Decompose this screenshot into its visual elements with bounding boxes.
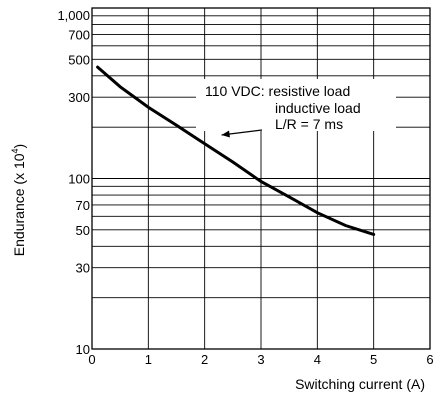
y-tick-label: 30	[76, 261, 90, 276]
x-tick-label: 3	[257, 352, 264, 367]
x-tick-label: 1	[145, 352, 152, 367]
y-axis-label-main: Endurance (x 10	[11, 153, 27, 256]
x-tick-label: 6	[426, 352, 433, 367]
y-tick-labels: 10 30 50 70 100 300 500 700 1,000	[57, 8, 90, 357]
x-tick-labels: 0 1 2 3 4 5 6	[88, 352, 433, 367]
y-axis-label-close: )	[11, 144, 27, 149]
annotation-arrowhead	[221, 130, 230, 138]
y-tick-label: 500	[68, 52, 90, 67]
y-axis-label-exponent: 4	[10, 148, 20, 153]
y-tick-label: 100	[68, 172, 90, 187]
x-tick-label: 4	[314, 352, 321, 367]
x-axis-label: Switching current (A)	[295, 376, 425, 392]
x-tick-label: 2	[201, 352, 208, 367]
y-axis-label: Endurance (x 104)	[10, 144, 27, 256]
annotation-box	[196, 79, 396, 131]
annotation-line-3: L/R = 7 ms	[275, 116, 343, 132]
y-tick-label: 1,000	[57, 8, 90, 23]
y-tick-label: 10	[76, 342, 90, 357]
annotation-line-1: 110 VDC: resistive load	[205, 83, 350, 99]
horizontal-gridlines	[92, 15, 430, 299]
y-tick-label: 70	[76, 198, 90, 213]
y-tick-label: 700	[68, 27, 90, 42]
y-tick-label: 50	[76, 223, 90, 238]
annotation-line-2: inductive load	[275, 100, 361, 116]
x-tick-label: 0	[88, 352, 95, 367]
x-tick-label: 5	[370, 352, 377, 367]
y-tick-label: 300	[68, 90, 90, 105]
plot-frame	[91, 7, 431, 350]
series-line	[96, 65, 376, 236]
